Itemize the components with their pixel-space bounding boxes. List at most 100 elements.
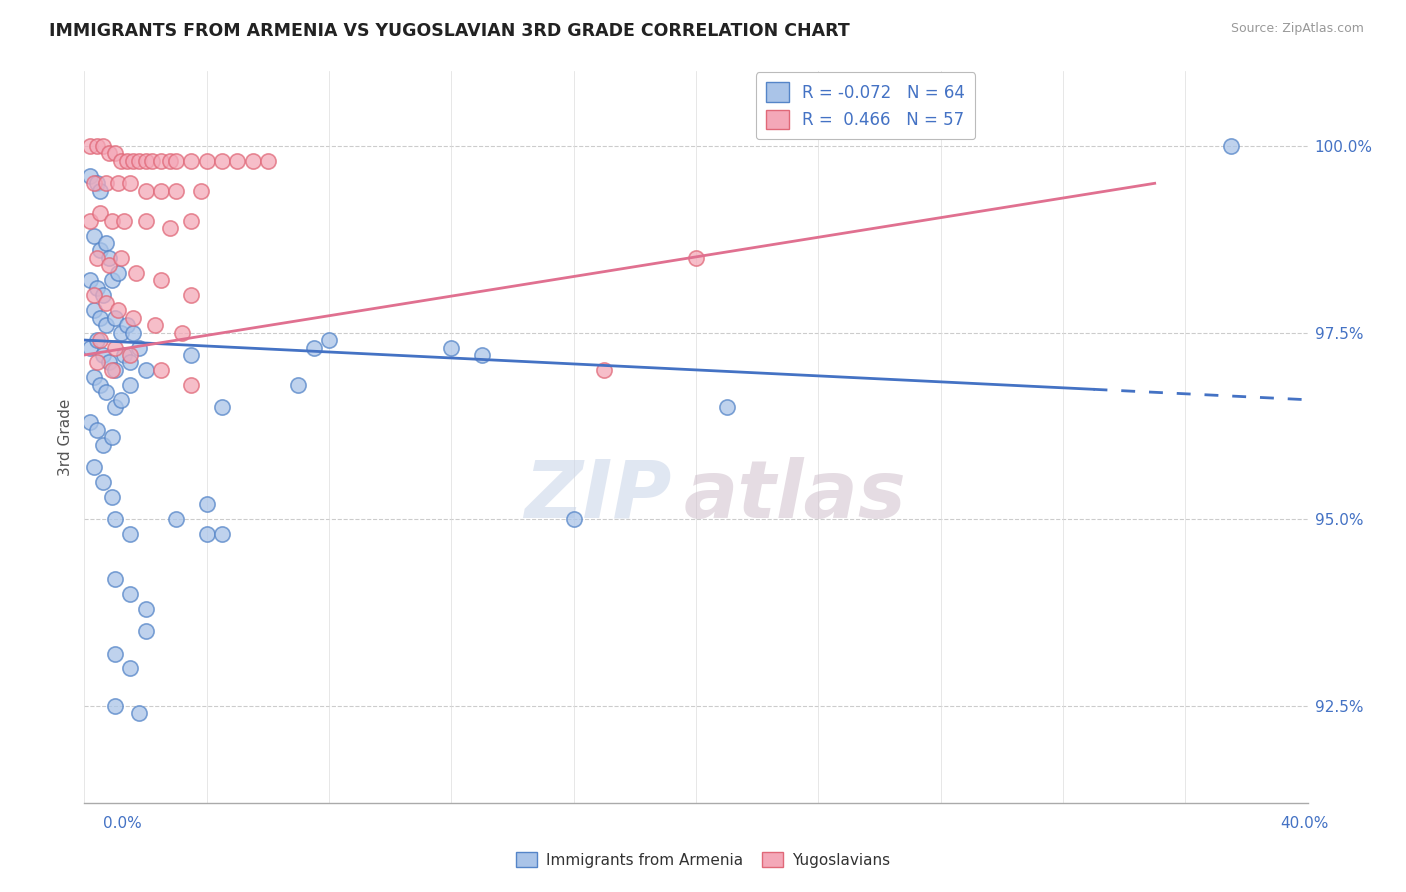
Point [302, 341, 325, 355]
Point [101, 430, 124, 444]
Point [86, 139, 108, 153]
Point [165, 512, 187, 526]
Point [120, 661, 142, 675]
Point [135, 184, 157, 198]
Point [128, 153, 150, 168]
Point [149, 273, 172, 287]
Point [180, 153, 202, 168]
Point [1220, 139, 1243, 153]
Point [89, 184, 111, 198]
Point [716, 401, 738, 415]
Point [471, 348, 494, 362]
Point [159, 221, 181, 235]
Point [149, 153, 172, 168]
Point [110, 251, 132, 265]
Point [91, 139, 114, 153]
Text: ZIP: ZIP [524, 457, 672, 534]
Point [104, 698, 127, 713]
Point [91, 288, 114, 302]
Point [89, 206, 111, 220]
Text: 0.0%: 0.0% [103, 816, 142, 831]
Point [79, 139, 101, 153]
Point [211, 153, 233, 168]
Point [97, 355, 120, 369]
Point [83, 177, 105, 191]
Point [257, 153, 280, 168]
Point [107, 303, 129, 318]
Point [110, 326, 132, 340]
Point [112, 213, 135, 227]
Point [79, 341, 101, 355]
Point [135, 153, 157, 168]
Point [94, 318, 117, 332]
Point [86, 251, 108, 265]
Point [107, 177, 129, 191]
Point [86, 423, 108, 437]
Y-axis label: 3rd Grade: 3rd Grade [58, 399, 73, 475]
Point [107, 266, 129, 280]
Point [110, 153, 132, 168]
Point [195, 527, 218, 541]
Point [120, 348, 142, 362]
Point [86, 177, 108, 191]
Point [159, 153, 181, 168]
Point [83, 228, 105, 243]
Point [83, 288, 105, 302]
Point [101, 363, 124, 377]
Point [135, 624, 157, 639]
Point [104, 512, 127, 526]
Point [86, 281, 108, 295]
Point [128, 706, 150, 721]
Point [122, 153, 145, 168]
Point [104, 310, 127, 325]
Point [180, 377, 202, 392]
Point [195, 497, 218, 511]
Point [120, 177, 142, 191]
Point [83, 459, 105, 474]
Point [143, 318, 166, 332]
Point [190, 184, 212, 198]
Point [211, 527, 233, 541]
Point [122, 326, 145, 340]
Point [226, 153, 249, 168]
Point [94, 235, 117, 250]
Text: atlas: atlas [683, 457, 907, 534]
Text: IMMIGRANTS FROM ARMENIA VS YUGOSLAVIAN 3RD GRADE CORRELATION CHART: IMMIGRANTS FROM ARMENIA VS YUGOSLAVIAN 3… [49, 22, 851, 40]
Point [211, 401, 233, 415]
Point [141, 153, 163, 168]
Point [89, 333, 111, 347]
Point [83, 303, 105, 318]
Point [120, 587, 142, 601]
Point [91, 437, 114, 451]
Point [89, 310, 111, 325]
Point [94, 295, 117, 310]
Point [593, 363, 616, 377]
Point [440, 341, 463, 355]
Legend: R = -0.072   N = 64, R =  0.466   N = 57: R = -0.072 N = 64, R = 0.466 N = 57 [755, 72, 976, 139]
Point [172, 326, 194, 340]
Point [110, 392, 132, 407]
Point [101, 213, 124, 227]
Point [318, 333, 340, 347]
Point [101, 273, 124, 287]
Point [94, 177, 117, 191]
Point [125, 266, 148, 280]
Point [562, 512, 585, 526]
Point [104, 572, 127, 586]
Point [122, 310, 145, 325]
Point [79, 415, 101, 429]
Point [94, 385, 117, 400]
Point [135, 363, 157, 377]
Point [180, 288, 202, 302]
Point [79, 213, 101, 227]
Point [101, 490, 124, 504]
Point [242, 153, 264, 168]
Point [195, 153, 218, 168]
Point [149, 363, 172, 377]
Point [180, 213, 202, 227]
Point [115, 153, 138, 168]
Point [128, 341, 150, 355]
Text: 40.0%: 40.0% [1281, 816, 1329, 831]
Point [79, 273, 101, 287]
Point [180, 348, 202, 362]
